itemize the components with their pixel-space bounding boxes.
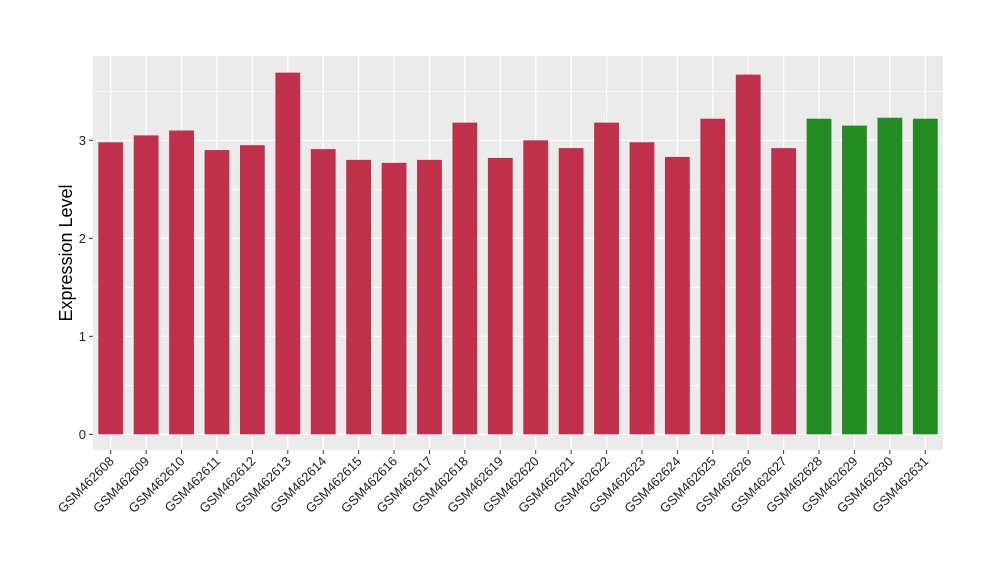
bar-GSM462629 (842, 125, 867, 435)
bar-GSM462628 (806, 118, 832, 435)
bar-GSM462619 (487, 157, 513, 435)
plot-background (93, 56, 943, 450)
bar-GSM462631 (912, 118, 938, 435)
bar-GSM462611 (204, 150, 230, 435)
bar-layer (98, 72, 938, 435)
y-tick-label: 1 (79, 329, 86, 344)
bar-GSM462618 (452, 122, 478, 435)
bar-GSM462630 (877, 117, 903, 435)
bar-GSM462609 (133, 135, 159, 435)
bar-GSM462623 (629, 142, 655, 435)
bar-GSM462620 (523, 140, 549, 435)
y-axis-title: Expression Level (56, 184, 76, 321)
bar-GSM462608 (98, 142, 124, 435)
bar-GSM462627 (771, 148, 797, 435)
bar-GSM462610 (169, 130, 194, 435)
bar-GSM462622 (594, 122, 619, 435)
bar-GSM462617 (417, 159, 442, 435)
bar-GSM462625 (700, 118, 726, 435)
bar-GSM462614 (310, 149, 336, 435)
y-tick-label: 2 (79, 231, 86, 246)
bar-GSM462615 (346, 159, 372, 435)
bar-GSM462616 (381, 162, 407, 435)
bar-GSM462624 (664, 156, 690, 435)
bar-GSM462612 (239, 145, 265, 435)
y-tick-label: 3 (79, 133, 86, 148)
y-tick-label: 0 (79, 427, 86, 442)
bar-GSM462613 (275, 72, 301, 435)
bar-GSM462626 (735, 74, 761, 435)
bar-GSM462621 (558, 148, 584, 435)
